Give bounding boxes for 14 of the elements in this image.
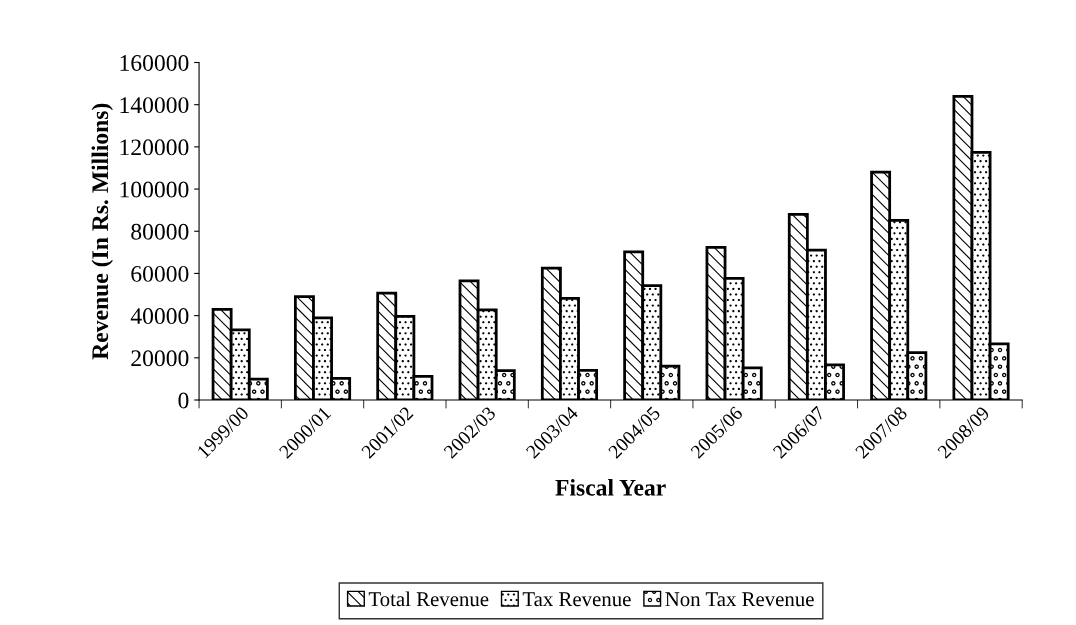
y-tick-label: 80000	[131, 223, 189, 240]
y-tick-label: 60000	[131, 265, 189, 282]
y-tick-label: 120000	[120, 139, 189, 156]
y-tick-label: 20000	[131, 350, 189, 367]
y-tick-label: 0	[178, 392, 189, 409]
y-tick-label: 40000	[130, 308, 189, 325]
y-axis-title: Revenue (In Rs. Millions)	[91, 103, 113, 360]
x-axis-title: Fiscal Year	[555, 479, 666, 496]
legend-label: Total Revenue	[368, 591, 489, 607]
y-tick-label: 140000	[120, 97, 189, 114]
y-tick-label: 100000	[120, 181, 189, 198]
legend-label: Tax Revenue	[522, 592, 631, 607]
y-tick-label: 160000	[120, 54, 189, 71]
legend-label: Non Tax Revenue	[665, 592, 814, 607]
